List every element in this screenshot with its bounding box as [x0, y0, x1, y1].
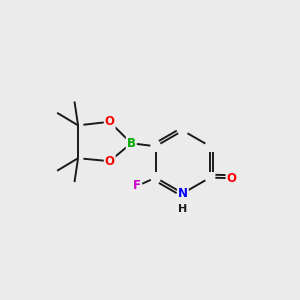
- Text: O: O: [226, 172, 236, 185]
- Text: F: F: [133, 179, 141, 193]
- Text: O: O: [105, 115, 115, 128]
- Text: B: B: [127, 137, 136, 150]
- Text: H: H: [178, 204, 188, 214]
- Text: N: N: [178, 187, 188, 200]
- Text: O: O: [105, 155, 115, 168]
